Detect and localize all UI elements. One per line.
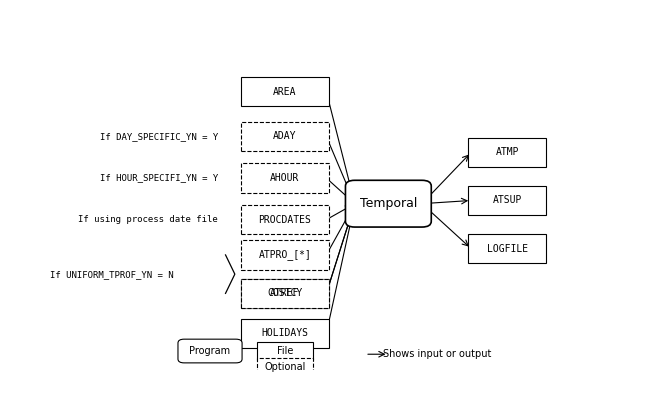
FancyBboxPatch shape: [241, 279, 329, 308]
Text: ATPRO_[*]: ATPRO_[*]: [259, 250, 311, 260]
FancyBboxPatch shape: [468, 234, 546, 263]
FancyBboxPatch shape: [241, 163, 329, 193]
FancyBboxPatch shape: [241, 279, 329, 308]
FancyBboxPatch shape: [241, 205, 329, 235]
Text: ATREF: ATREF: [270, 288, 299, 298]
Text: Optional: Optional: [264, 362, 305, 372]
Text: Shows input or output: Shows input or output: [384, 349, 492, 359]
Text: HOLIDAYS: HOLIDAYS: [261, 328, 308, 338]
FancyBboxPatch shape: [241, 240, 329, 270]
Text: COSTCY: COSTCY: [267, 288, 303, 298]
Text: AREA: AREA: [273, 87, 297, 97]
Text: ATMP: ATMP: [496, 147, 519, 157]
FancyBboxPatch shape: [468, 186, 546, 215]
Text: LOGFILE: LOGFILE: [487, 243, 528, 253]
Text: ATSUP: ATSUP: [492, 196, 522, 206]
FancyBboxPatch shape: [468, 138, 546, 167]
FancyBboxPatch shape: [241, 121, 329, 151]
FancyBboxPatch shape: [178, 339, 242, 363]
FancyBboxPatch shape: [241, 77, 329, 106]
Text: File: File: [277, 346, 293, 356]
Text: Temporal: Temporal: [360, 197, 417, 210]
FancyBboxPatch shape: [257, 358, 313, 376]
Text: If DAY_SPECIFIC_YN = Y: If DAY_SPECIFIC_YN = Y: [99, 132, 217, 141]
Text: ADAY: ADAY: [273, 131, 297, 141]
Text: If UNIFORM_TPROF_YN = N: If UNIFORM_TPROF_YN = N: [50, 270, 174, 279]
Text: If HOUR_SPECIFI_YN = Y: If HOUR_SPECIFI_YN = Y: [99, 173, 217, 183]
Text: If using process date file: If using process date file: [78, 215, 217, 224]
FancyBboxPatch shape: [257, 342, 313, 360]
Text: AHOUR: AHOUR: [270, 173, 299, 183]
FancyBboxPatch shape: [241, 319, 329, 348]
Text: PROCDATES: PROCDATES: [259, 215, 311, 225]
Text: Program: Program: [189, 346, 231, 356]
FancyBboxPatch shape: [346, 180, 432, 227]
